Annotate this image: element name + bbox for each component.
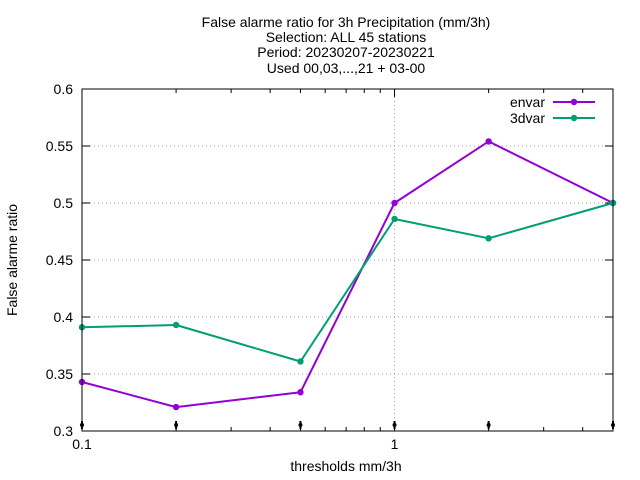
point-3dvar <box>391 215 398 223</box>
legend-label-3dvar: 3dvar <box>510 110 545 126</box>
y-tick-label: 0.6 <box>54 81 74 97</box>
x-tick-labels: 0.1 1 <box>72 436 398 452</box>
title-line-2: Selection: ALL 45 stations <box>266 29 427 45</box>
plot-frame <box>81 88 614 432</box>
x-tick-label: 1 <box>391 436 399 452</box>
threshold-marker-dot <box>392 423 397 427</box>
x-axis-label: thresholds mm/3h <box>290 458 401 474</box>
legend-marker-envar <box>570 98 578 106</box>
series-line-3dvar <box>81 202 614 363</box>
x-tick-label: 0.1 <box>72 436 92 452</box>
y-tick-labels: 0.3 0.35 0.4 0.45 0.5 0.55 0.6 <box>46 81 73 439</box>
series-lines <box>78 138 617 411</box>
title-line-4: Used 00,03,...,21 + 03-00 <box>267 60 426 76</box>
y-tick-label: 0.55 <box>46 138 73 154</box>
point-envar <box>391 199 398 207</box>
y-tick-label: 0.35 <box>46 366 73 382</box>
point-envar <box>172 403 180 411</box>
grid <box>82 89 613 431</box>
chart-title: False alarme ratio for 3h Precipitation … <box>202 14 491 76</box>
legend-label-envar: envar <box>510 94 545 110</box>
point-3dvar <box>297 358 304 365</box>
threshold-marker-dot <box>298 423 303 427</box>
threshold-marker-dot <box>174 423 179 427</box>
y-tick-label: 0.45 <box>46 252 73 268</box>
point-envar <box>485 138 492 145</box>
threshold-marker-dot <box>486 423 491 427</box>
axis-ticks <box>80 88 615 432</box>
y-tick-label: 0.3 <box>54 423 74 439</box>
y-tick-label: 0.4 <box>54 309 74 325</box>
point-3dvar <box>485 235 492 242</box>
point-3dvar <box>172 321 180 329</box>
y-tick-label: 0.5 <box>54 195 74 211</box>
legend-marker-3dvar <box>570 114 578 122</box>
title-line-1: False alarme ratio for 3h Precipitation … <box>202 14 491 30</box>
y-axis-label: False alarme ratio <box>4 204 20 316</box>
point-envar <box>297 389 304 396</box>
title-line-3: Period: 20230207-20230221 <box>257 44 435 60</box>
series-line-envar <box>81 140 614 409</box>
